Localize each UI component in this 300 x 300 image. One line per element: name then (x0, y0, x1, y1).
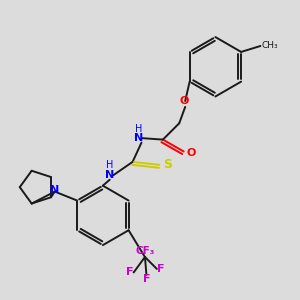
Text: N: N (105, 170, 114, 180)
Text: N: N (134, 133, 144, 143)
Text: O: O (187, 148, 196, 158)
Text: CF₃: CF₃ (136, 245, 155, 256)
Text: S: S (163, 158, 172, 171)
Text: N: N (50, 185, 59, 195)
Text: O: O (179, 96, 188, 106)
Text: F: F (157, 264, 164, 274)
Text: CH₃: CH₃ (262, 41, 279, 50)
Text: H: H (106, 160, 113, 170)
Text: F: F (126, 268, 134, 278)
Text: H: H (135, 124, 143, 134)
Text: F: F (143, 274, 150, 284)
